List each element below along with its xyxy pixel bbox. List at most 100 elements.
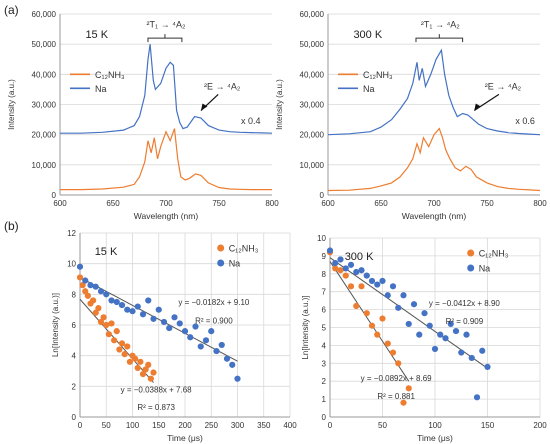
data-point: [118, 340, 126, 347]
data-point: [332, 265, 339, 272]
bracket: [415, 37, 464, 43]
data-point: [134, 364, 141, 372]
data-point: [395, 304, 402, 311]
data-point: [347, 261, 355, 268]
data-point: [202, 337, 210, 344]
legend-label: C₁₂NH₃: [229, 244, 259, 254]
legend-swatch: [217, 244, 225, 252]
data-point: [473, 394, 481, 401]
data-point: [416, 331, 423, 338]
data-point: [92, 283, 99, 290]
annotation: ²E → ⁴A₂: [485, 81, 522, 91]
legend-swatch: [467, 249, 475, 257]
x-tick-label: 300: [231, 421, 245, 430]
y-tick-label: 2: [72, 382, 77, 391]
annotation: y = −0.0388x + 7.68: [121, 385, 192, 394]
data-point: [342, 265, 349, 272]
data-point: [342, 272, 349, 279]
y-tick-label: 50,000: [300, 40, 325, 49]
y-axis-title: Ln[Intensity (a.u.)]: [51, 293, 60, 357]
y-tick-label: 5: [322, 324, 327, 333]
data-point: [92, 309, 99, 316]
annotation: y = −0.0892x + 8.69: [361, 374, 432, 383]
y-tick-label: 0: [72, 413, 77, 422]
legend-label: Na: [229, 259, 241, 269]
data-point: [363, 310, 370, 317]
data-point: [374, 331, 381, 338]
arrow-head: [200, 103, 208, 111]
x-tick-label: 600: [53, 199, 67, 208]
y-tick-label: 60,000: [32, 10, 57, 19]
y-tick-label: 10,000: [300, 161, 325, 170]
panel-label-a: (a): [4, 3, 19, 17]
data-point: [139, 311, 147, 318]
series-line: [60, 128, 272, 191]
data-point: [171, 314, 178, 321]
data-point: [181, 328, 189, 335]
data-point: [124, 343, 131, 350]
data-point: [97, 288, 105, 295]
data-point: [479, 347, 486, 354]
legend-swatch: [467, 264, 475, 272]
legend-label: C₁₂NH₃: [479, 249, 509, 259]
y-tick-label: 30,000: [300, 101, 325, 110]
legend-swatch: [217, 259, 225, 267]
series-line: [60, 44, 273, 134]
y-tick-label: 0: [322, 413, 327, 422]
legend-label: Na: [479, 264, 491, 274]
data-point: [374, 281, 381, 288]
data-point: [82, 288, 89, 295]
data-point: [124, 306, 131, 313]
data-point: [160, 318, 168, 326]
data-point: [126, 358, 133, 365]
y-tick-label: 6: [72, 321, 77, 330]
y-tick-label: 2: [322, 377, 327, 386]
x-tick-label: 150: [152, 421, 166, 430]
chart-b-left: 0 2 4 6 8 10 12 0 50 100 150 200 250 300 350 400 Time (μ…: [51, 229, 297, 443]
x-tick-label: 0: [78, 421, 83, 430]
data-point: [116, 346, 123, 353]
bracket: [147, 37, 183, 43]
data-point: [87, 282, 94, 289]
y-tick-label: 10: [67, 260, 76, 269]
data-point: [113, 328, 120, 335]
data-point: [95, 305, 102, 312]
data-point: [326, 247, 334, 254]
data-point: [379, 277, 386, 285]
data-point: [139, 370, 147, 378]
data-point: [84, 292, 91, 299]
x-tick-label: 200: [178, 421, 192, 430]
chart-a-right: 0 10,000 20,000 30,000 40,000 50,000 60,000 600…: [275, 10, 547, 221]
data-point: [108, 297, 115, 304]
y-tick-label: 20,000: [32, 131, 57, 140]
arrow-head: [474, 103, 481, 111]
annotation: R² = 0.909: [446, 317, 484, 326]
annotation: y = −0.0412x + 8.90: [429, 299, 500, 308]
legend-label: Na: [95, 84, 107, 94]
data-point: [400, 399, 407, 406]
data-point: [90, 297, 97, 304]
data-point: [82, 277, 89, 284]
data-point: [192, 323, 199, 330]
data-point: [111, 337, 118, 344]
data-point: [145, 297, 152, 304]
data-point: [137, 358, 144, 365]
data-point: [145, 361, 152, 368]
data-point: [442, 335, 449, 342]
y-tick-label: 30,000: [32, 101, 57, 110]
data-point: [129, 308, 136, 315]
data-point: [337, 256, 344, 263]
y-tick-label: 60,000: [300, 10, 325, 19]
y-tick-label: 8: [322, 270, 327, 279]
x-tick-label: 750: [212, 199, 226, 208]
y-tick-label: 40,000: [32, 70, 57, 79]
y-tick-label: 7: [322, 288, 327, 297]
data-point: [197, 343, 204, 350]
x-tick-label: 750: [480, 199, 494, 208]
data-point: [347, 283, 355, 290]
annotation: y = −0.0182x + 9.10: [178, 298, 249, 307]
data-point: [463, 331, 470, 338]
annotation: R² = 0.900: [195, 316, 233, 325]
